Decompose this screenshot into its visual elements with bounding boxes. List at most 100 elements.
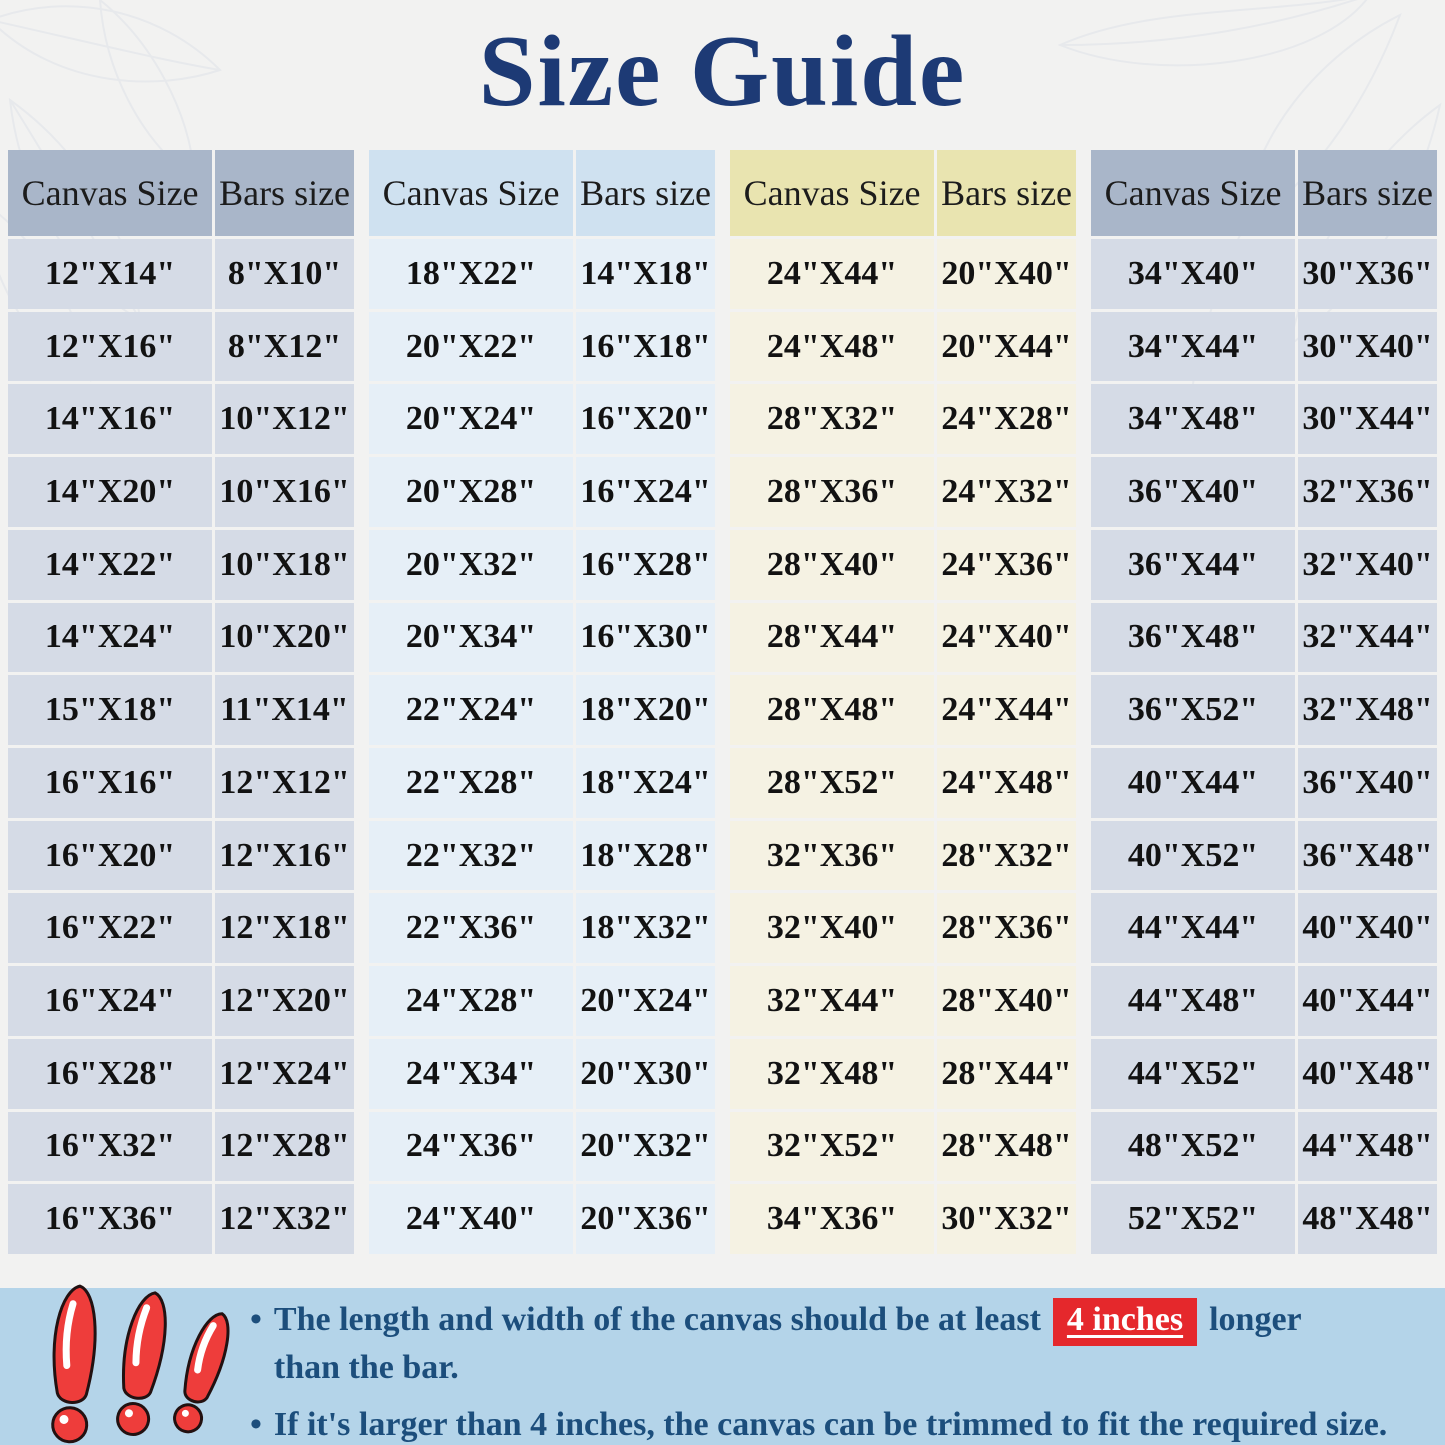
table-row: 12"X14" 8"X10" bbox=[8, 239, 354, 309]
canvas-size-cell: 14"X22" bbox=[8, 529, 213, 600]
canvas-size-cell: 28"X32" bbox=[730, 384, 935, 455]
bars-size-cell: 28"X40" bbox=[937, 966, 1076, 1036]
canvas-size-cell: 44"X44" bbox=[1091, 893, 1296, 964]
bars-size-cell: 12"X12" bbox=[215, 748, 354, 818]
table-row: 28"X48" 24"X44" bbox=[730, 675, 1076, 745]
table-row: 24"X44" 20"X40" bbox=[730, 239, 1076, 309]
canvas-size-cell: 22"X24" bbox=[369, 675, 574, 745]
bars-size-cell: 20"X36" bbox=[576, 1184, 715, 1254]
table-row: 32"X44" 28"X40" bbox=[730, 966, 1076, 1036]
canvas-size-cell: 36"X40" bbox=[1091, 457, 1296, 527]
notes: • The length and width of the canvas sho… bbox=[250, 1298, 1435, 1445]
table-row: 14"X20" 10"X16" bbox=[8, 457, 354, 527]
canvas-size-cell: 36"X48" bbox=[1091, 602, 1296, 673]
note-1-text: The length and width of the canvas shoul… bbox=[274, 1298, 1302, 1391]
table-row: 32"X48" 28"X44" bbox=[730, 1038, 1076, 1109]
table-row: 34"X44" 30"X40" bbox=[1091, 311, 1437, 382]
canvas-size-cell: 28"X44" bbox=[730, 602, 935, 673]
bars-size-cell: 11"X14" bbox=[215, 675, 354, 745]
table-row: 44"X48" 40"X44" bbox=[1091, 966, 1437, 1036]
bars-size-cell: 10"X16" bbox=[215, 457, 354, 527]
table-row: 24"X34" 20"X30" bbox=[369, 1038, 715, 1109]
bars-size-cell: 20"X44" bbox=[937, 311, 1076, 382]
canvas-size-cell: 22"X28" bbox=[369, 748, 574, 818]
size-table-1: Canvas Size Bars size 12"X14" 8"X10" 12"X16"… bbox=[8, 150, 354, 1254]
table-row: 36"X44" 32"X40" bbox=[1091, 529, 1437, 600]
table-row: 40"X44" 36"X40" bbox=[1091, 748, 1437, 818]
canvas-size-cell: 14"X24" bbox=[8, 602, 213, 673]
note-2: • If it's larger than 4 inches, the canv… bbox=[250, 1403, 1435, 1445]
canvas-size-cell: 36"X52" bbox=[1091, 675, 1296, 745]
canvas-size-cell: 24"X36" bbox=[369, 1111, 574, 1182]
table-row: 18"X22" 14"X18" bbox=[369, 239, 715, 309]
canvas-size-cell: 52"X52" bbox=[1091, 1184, 1296, 1254]
table-row: 16"X16" 12"X12" bbox=[8, 748, 354, 818]
canvas-size-cell: 24"X40" bbox=[369, 1184, 574, 1254]
canvas-size-header: Canvas Size bbox=[730, 150, 935, 236]
canvas-size-cell: 28"X40" bbox=[730, 529, 935, 600]
table-row: 24"X48" 20"X44" bbox=[730, 311, 1076, 382]
bars-size-cell: 28"X36" bbox=[937, 893, 1076, 964]
table-row: 12"X16" 8"X12" bbox=[8, 311, 354, 382]
canvas-size-cell: 24"X28" bbox=[369, 966, 574, 1036]
notes-band: • The length and width of the canvas sho… bbox=[0, 1284, 1445, 1445]
table-row: 16"X32" 12"X28" bbox=[8, 1111, 354, 1182]
canvas-size-cell: 44"X48" bbox=[1091, 966, 1296, 1036]
canvas-size-cell: 28"X48" bbox=[730, 675, 935, 745]
table-row: 52"X52" 48"X48" bbox=[1091, 1184, 1437, 1254]
table-row: 34"X40" 30"X36" bbox=[1091, 239, 1437, 309]
table-row: 28"X36" 24"X32" bbox=[730, 457, 1076, 527]
canvas-size-cell: 16"X28" bbox=[8, 1038, 213, 1109]
canvas-size-cell: 22"X32" bbox=[369, 820, 574, 891]
bars-size-header: Bars size bbox=[937, 150, 1076, 236]
bars-size-cell: 20"X32" bbox=[576, 1111, 715, 1182]
bars-size-cell: 24"X32" bbox=[937, 457, 1076, 527]
table-row: 36"X40" 32"X36" bbox=[1091, 457, 1437, 527]
table-row: 32"X36" 28"X32" bbox=[730, 820, 1076, 891]
bars-size-cell: 24"X28" bbox=[937, 384, 1076, 455]
canvas-size-cell: 12"X14" bbox=[8, 239, 213, 309]
table-row: 28"X44" 24"X40" bbox=[730, 602, 1076, 673]
table-row: 24"X36" 20"X32" bbox=[369, 1111, 715, 1182]
table-row: 20"X22" 16"X18" bbox=[369, 311, 715, 382]
canvas-size-cell: 32"X48" bbox=[730, 1038, 935, 1109]
table-row: 44"X44" 40"X40" bbox=[1091, 893, 1437, 964]
canvas-size-cell: 15"X18" bbox=[8, 675, 213, 745]
bars-size-cell: 20"X30" bbox=[576, 1038, 715, 1109]
table-row: 32"X52" 28"X48" bbox=[730, 1111, 1076, 1182]
bars-size-cell: 12"X18" bbox=[215, 893, 354, 964]
canvas-size-cell: 44"X52" bbox=[1091, 1038, 1296, 1109]
bars-size-cell: 44"X48" bbox=[1298, 1111, 1437, 1182]
canvas-size-cell: 24"X34" bbox=[369, 1038, 574, 1109]
size-table-4: Canvas Size Bars size 34"X40" 30"X36" 34"X44… bbox=[1091, 150, 1437, 1254]
table-row: 40"X52" 36"X48" bbox=[1091, 820, 1437, 891]
bars-size-cell: 28"X44" bbox=[937, 1038, 1076, 1109]
canvas-size-cell: 28"X52" bbox=[730, 748, 935, 818]
bars-size-cell: 40"X40" bbox=[1298, 893, 1437, 964]
table-row: 32"X40" 28"X36" bbox=[730, 893, 1076, 964]
bars-size-cell: 24"X40" bbox=[937, 602, 1076, 673]
canvas-size-cell: 40"X52" bbox=[1091, 820, 1296, 891]
bars-size-cell: 16"X18" bbox=[576, 311, 715, 382]
table-row: 22"X24" 18"X20" bbox=[369, 675, 715, 745]
bars-size-cell: 12"X32" bbox=[215, 1184, 354, 1254]
size-tables: Canvas Size Bars size 12"X14" 8"X10" 12"X16"… bbox=[8, 150, 1437, 1254]
bars-size-cell: 28"X32" bbox=[937, 820, 1076, 891]
table-row: 16"X24" 12"X20" bbox=[8, 966, 354, 1036]
bars-size-cell: 18"X24" bbox=[576, 748, 715, 818]
bars-size-cell: 28"X48" bbox=[937, 1111, 1076, 1182]
canvas-size-cell: 32"X36" bbox=[730, 820, 935, 891]
bars-size-header: Bars size bbox=[576, 150, 715, 236]
table-row: 16"X20" 12"X16" bbox=[8, 820, 354, 891]
canvas-size-cell: 12"X16" bbox=[8, 311, 213, 382]
canvas-size-cell: 14"X16" bbox=[8, 384, 213, 455]
table-row: 36"X48" 32"X44" bbox=[1091, 602, 1437, 673]
canvas-size-cell: 22"X36" bbox=[369, 893, 574, 964]
bars-size-cell: 14"X18" bbox=[576, 239, 715, 309]
canvas-size-cell: 34"X36" bbox=[730, 1184, 935, 1254]
table-header-row: Canvas Size Bars size bbox=[730, 150, 1076, 236]
table-row: 34"X36" 30"X32" bbox=[730, 1184, 1076, 1254]
canvas-size-cell: 24"X44" bbox=[730, 239, 935, 309]
bars-size-cell: 24"X36" bbox=[937, 529, 1076, 600]
